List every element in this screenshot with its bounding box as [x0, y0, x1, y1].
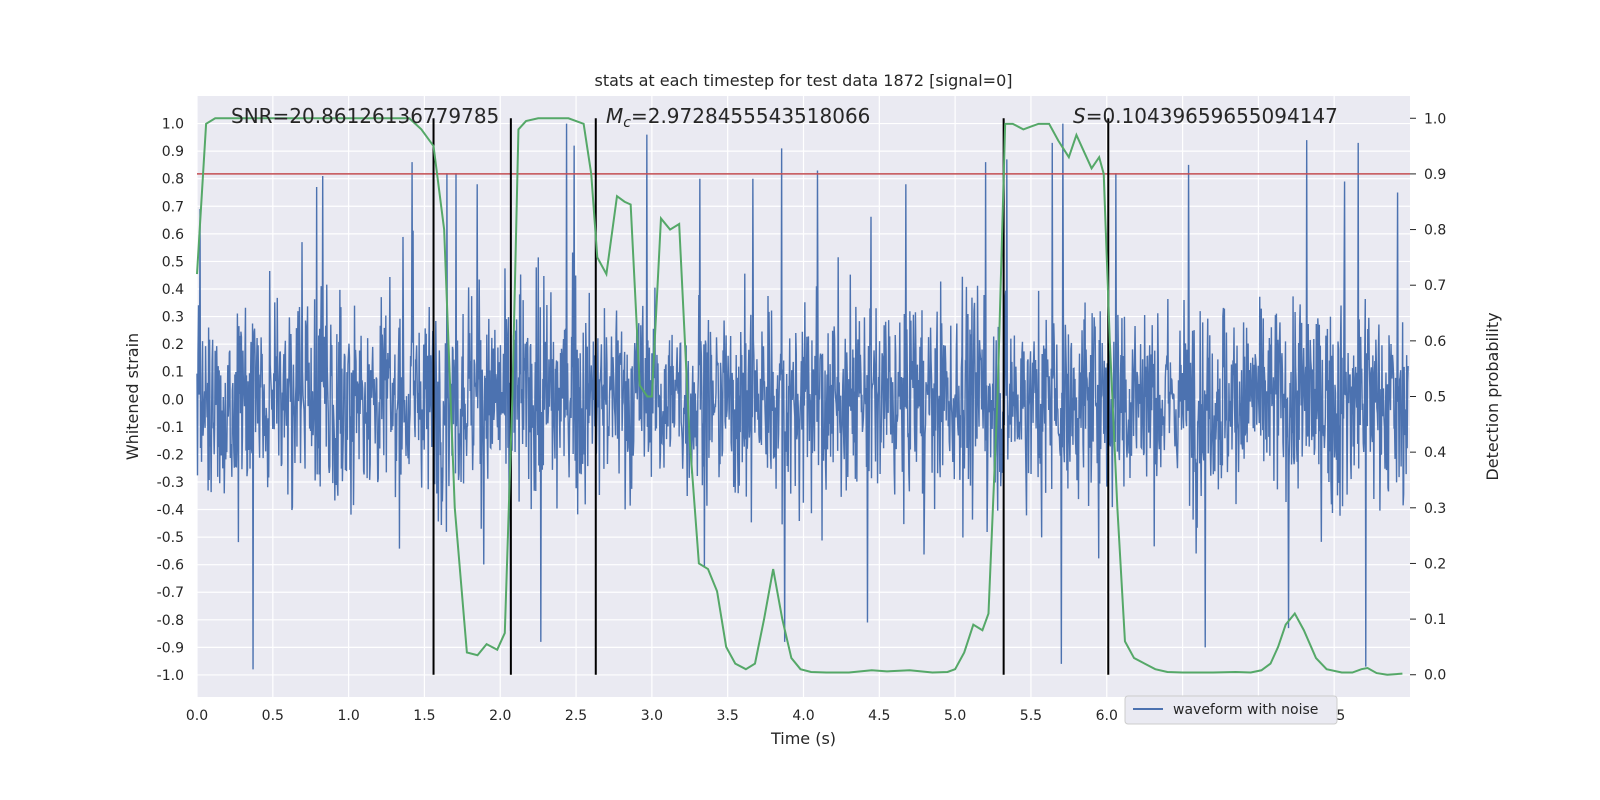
y-tick-label-left: -0.5 [157, 530, 184, 546]
y-tick-label-left: -0.6 [157, 558, 184, 574]
y-tick-label-left: -0.4 [157, 503, 184, 519]
waveform-line [196, 123, 1409, 670]
chart-title: stats at each timestep for test data 187… [594, 71, 1012, 90]
detection-probability-line [196, 117, 1403, 676]
y-tick-label-left: 0.0 [162, 392, 184, 408]
chirp-mass-symbol: M [606, 104, 623, 128]
y-tick-label-right: 0.4 [1424, 445, 1446, 461]
y-tick-label-left: -0.7 [157, 585, 184, 601]
x-tick-label: 1.5 [413, 708, 435, 724]
spin-symbol: S [1073, 104, 1086, 128]
y-tick-label-left: 0.7 [162, 199, 184, 215]
y-tick-label-right: 0.0 [1424, 668, 1446, 684]
chirp-mass-subscript: c [623, 115, 631, 131]
x-tick-label: 3.5 [717, 708, 739, 724]
chirp-mass-annotation: Mc=2.9728455543518066 [606, 104, 870, 131]
x-tick-label: 5.5 [1020, 708, 1042, 724]
chirp-mass-value: =2.9728455543518066 [631, 104, 870, 128]
legend-box [1124, 695, 1338, 725]
legend: waveform with noise [1124, 695, 1338, 725]
legend-label-waveform: waveform with noise [1173, 702, 1318, 718]
y-tick-label-left: 0.3 [162, 310, 184, 326]
y-tick-label-left: 0.2 [162, 337, 184, 353]
detection-probability-series [196, 117, 1403, 676]
x-tick-label: 6.0 [1096, 708, 1118, 724]
y-tick-label-left: 0.4 [162, 282, 184, 298]
y-tick-label-right: 0.1 [1424, 612, 1446, 628]
y-tick-label-right: 0.8 [1424, 223, 1446, 239]
y-axis-label-left: Whitened strain [123, 333, 142, 460]
y-tick-label-left: -1.0 [157, 668, 184, 684]
y-tick-label-right: 0.2 [1424, 556, 1446, 572]
x-axis-label: Time (s) [770, 729, 836, 748]
y-axis-label-right: Detection probability [1483, 312, 1502, 480]
y-tick-label-left: 0.9 [162, 144, 184, 160]
y-tick-label-left: -0.3 [157, 475, 184, 491]
y-tick-label-right: 0.9 [1424, 167, 1446, 183]
y-tick-label-right: 0.7 [1424, 278, 1446, 294]
y-tick-label-left: -0.9 [157, 640, 184, 656]
y-tick-label-left: 0.6 [162, 227, 184, 243]
waveform-series [196, 123, 1409, 670]
y-tick-label-left: -0.2 [157, 447, 184, 463]
y-tick-label-left: 0.5 [162, 254, 184, 270]
x-tick-label: 0.5 [262, 708, 284, 724]
y-tick-label-left: 0.8 [162, 172, 184, 188]
y-tick-label-left: 0.1 [162, 365, 184, 381]
x-tick-label: 1.0 [337, 708, 359, 724]
x-tick-label: 0.0 [186, 708, 208, 724]
y-tick-label-right: 0.3 [1424, 501, 1446, 517]
x-tick-label: 3.0 [641, 708, 663, 724]
y-tick-label-left: 1.0 [162, 117, 184, 133]
y-tick-label-right: 0.5 [1424, 390, 1446, 406]
y-tick-label-left: -0.8 [157, 613, 184, 629]
spin-annotation: S=0.10439659655094147 [1073, 104, 1338, 128]
x-tick-label: 2.5 [565, 708, 587, 724]
y-tick-label-left: -0.1 [157, 420, 184, 436]
spin-value: =0.10439659655094147 [1086, 104, 1338, 128]
x-tick-label: 4.5 [868, 708, 890, 724]
snr-annotation: SNR=20.86126136779785 [231, 104, 499, 128]
x-tick-label: 2.0 [489, 708, 511, 724]
y-tick-label-right: 1.0 [1424, 111, 1446, 127]
x-tick-label: 5.0 [944, 708, 966, 724]
x-tick-label: 4.0 [792, 708, 814, 724]
y-tick-label-right: 0.6 [1424, 334, 1446, 350]
